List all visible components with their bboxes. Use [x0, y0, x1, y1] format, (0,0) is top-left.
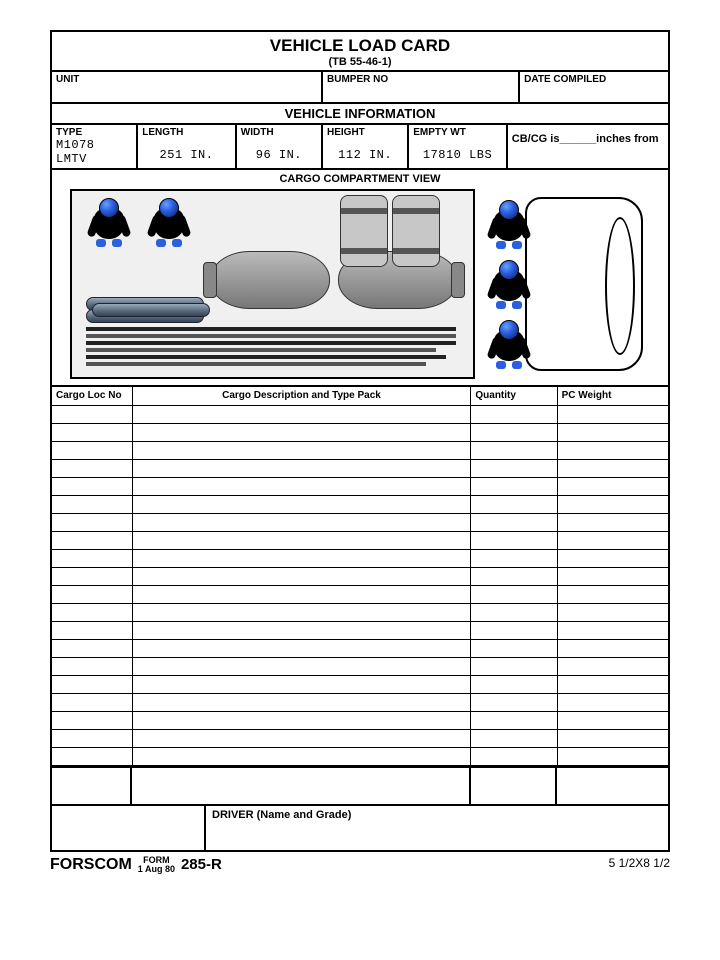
pipe-item: [92, 303, 210, 317]
table-row: [52, 477, 668, 495]
cbcg-text: CB/CG is______inches from: [512, 127, 664, 145]
soldier-icon: [488, 317, 530, 367]
table-row: [52, 621, 668, 639]
driver-left-blank: [52, 806, 206, 850]
table-row: [52, 423, 668, 441]
type-label: TYPE: [56, 127, 132, 138]
form-outer: VEHICLE LOAD CARD (TB 55-46-1) UNIT BUMP…: [50, 30, 670, 852]
table-row: [52, 405, 668, 423]
table-row: [52, 549, 668, 567]
height-label: HEIGHT: [327, 127, 403, 138]
unit-cell: UNIT: [52, 72, 323, 102]
length-label: LENGTH: [142, 127, 231, 138]
date-cell: DATE COMPILED: [520, 72, 668, 102]
form-subtitle: (TB 55-46-1): [52, 56, 668, 68]
empty-wt-cell: EMPTY WT 17810 LBS: [409, 125, 508, 168]
form-word: FORM: [143, 855, 170, 865]
unit-label: UNIT: [56, 74, 317, 85]
tank-cap: [451, 262, 465, 298]
table-row: [52, 531, 668, 549]
table-row: [52, 675, 668, 693]
col-description: Cargo Description and Type Pack: [132, 387, 471, 405]
form-block: FORM 1 Aug 80: [138, 856, 175, 876]
soldier-icon: [488, 197, 530, 247]
col-quantity: Quantity: [471, 387, 557, 405]
cargo-view-section: CARGO COMPARTMENT VIEW: [52, 170, 668, 387]
table-row: [52, 567, 668, 585]
plank-item: [86, 341, 456, 345]
width-label: WIDTH: [241, 127, 317, 138]
cargo-view-label: CARGO COMPARTMENT VIEW: [52, 170, 668, 185]
title-row: VEHICLE LOAD CARD (TB 55-46-1): [52, 32, 668, 72]
cab-windshield: [605, 217, 635, 355]
cbcg-cell: CB/CG is______inches from: [508, 125, 668, 168]
cargo-table-header-row: Cargo Loc No Cargo Description and Type …: [52, 387, 668, 405]
paper-size: 5 1/2X8 1/2: [609, 856, 670, 870]
vehicle-info-row: TYPE M1078 LMTV LENGTH 251 IN. WIDTH 96 …: [52, 125, 668, 170]
form-title: VEHICLE LOAD CARD: [52, 36, 668, 56]
tank-item: [210, 251, 330, 309]
cargo-table: Cargo Loc No Cargo Description and Type …: [52, 387, 668, 766]
plank-item: [86, 362, 426, 366]
table-row: [52, 495, 668, 513]
empty-wt-value: 17810 LBS: [413, 148, 502, 162]
plank-item: [86, 334, 456, 338]
form-number: 285-R: [181, 856, 222, 873]
form-date: 1 Aug 80: [138, 864, 175, 874]
jerrycan-item: [392, 195, 440, 267]
length-cell: LENGTH 251 IN.: [138, 125, 237, 168]
table-row: [52, 441, 668, 459]
height-cell: HEIGHT 112 IN.: [323, 125, 409, 168]
soldier-icon: [88, 195, 130, 245]
cargo-diagram: [70, 189, 650, 379]
footer-left: FORSCOM FORM 1 Aug 80 285-R: [50, 856, 222, 876]
truck-cab: [525, 197, 643, 371]
soldier-icon: [148, 195, 190, 245]
table-row: [52, 711, 668, 729]
form-footer: FORSCOM FORM 1 Aug 80 285-R 5 1/2X8 1/2: [50, 856, 670, 876]
width-cell: WIDTH 96 IN.: [237, 125, 323, 168]
header-row: UNIT BUMPER NO DATE COMPILED: [52, 72, 668, 104]
bumper-label: BUMPER NO: [327, 74, 514, 85]
col-pc-weight: PC Weight: [557, 387, 668, 405]
driver-row: DRIVER (Name and Grade): [52, 806, 668, 850]
empty-wt-label: EMPTY WT: [413, 127, 502, 138]
type-value: M1078 LMTV: [56, 138, 132, 166]
vehicle-info-header: VEHICLE INFORMATION: [52, 104, 668, 125]
table-row: [52, 657, 668, 675]
jerrycan-item: [340, 195, 388, 267]
table-row: [52, 585, 668, 603]
type-cell: TYPE M1078 LMTV: [52, 125, 138, 168]
bumper-cell: BUMPER NO: [323, 72, 520, 102]
col-loc-no: Cargo Loc No: [52, 387, 132, 405]
date-label: DATE COMPILED: [524, 74, 664, 85]
height-value: 112 IN.: [327, 148, 403, 162]
plank-item: [86, 327, 456, 331]
spacer-row: [52, 766, 668, 806]
table-row: [52, 693, 668, 711]
table-row: [52, 513, 668, 531]
soldier-icon: [488, 257, 530, 307]
plank-item: [86, 348, 436, 352]
forscom-label: FORSCOM: [50, 856, 132, 874]
table-row: [52, 729, 668, 747]
width-value: 96 IN.: [241, 148, 317, 162]
driver-label: DRIVER (Name and Grade): [206, 806, 668, 850]
plank-item: [86, 355, 446, 359]
table-row: [52, 603, 668, 621]
tank-cap: [203, 262, 217, 298]
table-row: [52, 747, 668, 765]
table-row: [52, 639, 668, 657]
length-value: 251 IN.: [142, 148, 231, 162]
table-row: [52, 459, 668, 477]
